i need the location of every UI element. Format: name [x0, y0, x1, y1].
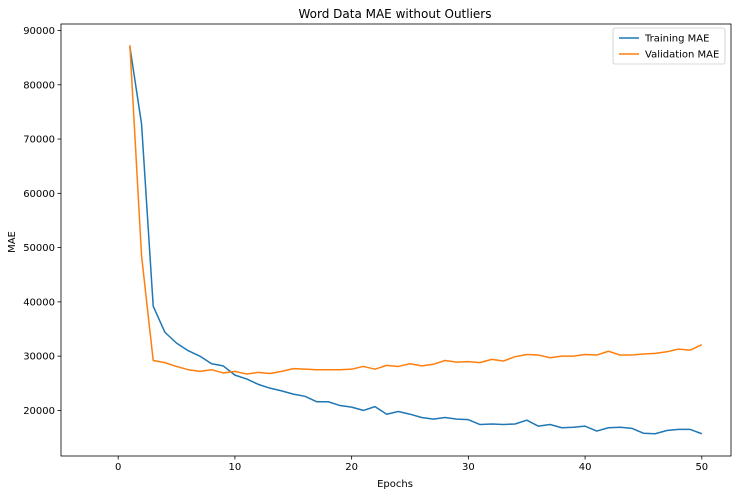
y-tick-label: 80000	[23, 80, 55, 91]
y-tick-label: 30000	[23, 352, 55, 363]
x-tick-label: 10	[229, 462, 242, 473]
legend-box	[612, 27, 726, 65]
x-tick-label: 20	[345, 462, 358, 473]
x-axis-label: Epochs	[377, 479, 413, 490]
y-tick-label: 60000	[23, 189, 55, 200]
x-tick-label: 30	[462, 462, 475, 473]
x-tick-label: 40	[579, 462, 592, 473]
axes-frame	[60, 23, 732, 457]
plot-area: 0 10 20 30 40 50 20000 30000 40000 50000 60000 7000…	[23, 23, 732, 473]
y-tick-label: 40000	[23, 297, 55, 308]
x-tick-label: 50	[695, 462, 708, 473]
chart-title: Word Data MAE without Outliers	[298, 7, 491, 21]
legend-label-2: Validation MAE	[645, 50, 719, 61]
series-line-1	[129, 46, 703, 435]
legend-label-1: Training MAE	[644, 34, 709, 45]
y-tick-label: 50000	[23, 243, 55, 254]
y-tick-label: 70000	[23, 135, 55, 146]
y-axis-label: MAE	[7, 231, 18, 253]
y-tick-label: 90000	[23, 26, 55, 37]
x-tick-label: 0	[115, 462, 121, 473]
y-tick-label: 20000	[23, 406, 55, 417]
series-line-2	[129, 45, 703, 375]
